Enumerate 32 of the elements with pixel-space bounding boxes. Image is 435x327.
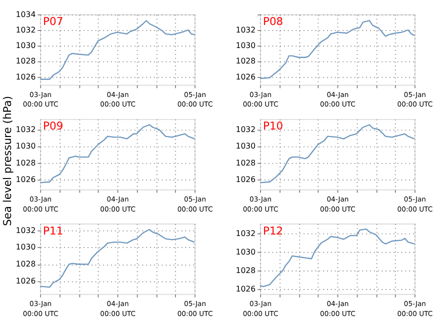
y-tick-label: 1026	[16, 276, 36, 286]
chart-title: P09	[43, 120, 64, 133]
y-axis-title: Sea level pressure (hPa)	[0, 96, 14, 226]
y-tick-label: 1028	[16, 56, 36, 66]
y-tick-label: 1030	[16, 41, 36, 50]
y-tick-label: 1032	[16, 226, 36, 235]
chart-title: P11	[43, 224, 64, 238]
y-tick-label: 1032	[236, 25, 256, 34]
y-tick-label: 1026	[236, 72, 256, 82]
y-tick-label: 1032	[236, 125, 256, 134]
y-tick-label: 1028	[236, 56, 256, 66]
y-tick-label: 1030	[236, 248, 256, 257]
chart-title: P08	[262, 15, 284, 28]
chart-title: P12	[262, 224, 284, 238]
y-tick-label: 1028	[16, 158, 36, 168]
chart-title: P07	[43, 15, 64, 28]
y-tick-label: 1030	[236, 142, 256, 151]
chart-title: P10	[262, 120, 284, 133]
y-tick-label: 1028	[236, 158, 256, 168]
y-tick-label: 1032	[16, 25, 36, 34]
y-tick-label: 1030	[16, 242, 36, 252]
y-tick-label: 1026	[236, 284, 256, 294]
y-tick-label: 1026	[236, 174, 256, 184]
y-tick-label: 1034	[16, 10, 36, 19]
y-tick-label: 1026	[16, 174, 36, 184]
y-tick-label: 1030	[236, 41, 256, 50]
y-tick-label: 1030	[16, 142, 36, 151]
y-tick-label: 1028	[16, 260, 36, 269]
y-tick-label: 1026	[16, 72, 36, 82]
y-tick-label: 1028	[236, 266, 256, 276]
y-tick-label: 1032	[16, 125, 36, 134]
y-tick-label: 1032	[236, 229, 256, 238]
